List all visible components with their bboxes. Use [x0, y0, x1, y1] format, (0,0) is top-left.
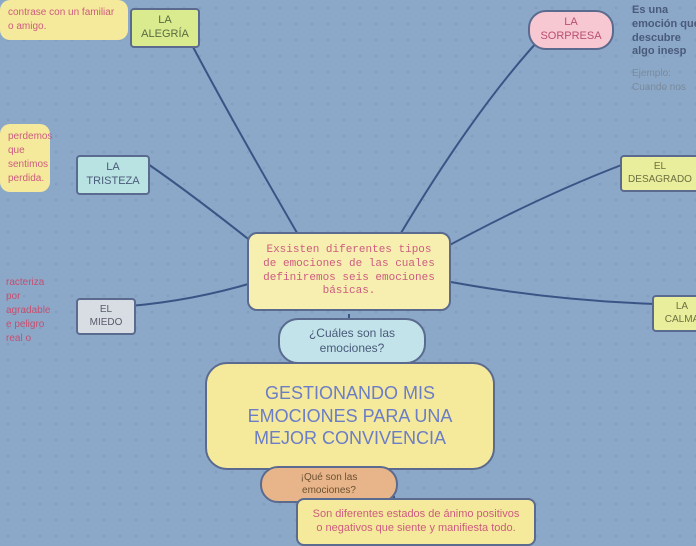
emotion-desagrado[interactable]: EL DESAGRADO [620, 155, 696, 192]
note-top-left: contrase con un familiar o amigo. [0, 0, 128, 40]
emotion-alegria[interactable]: LA ALEGRÍA [130, 8, 200, 48]
note-top-right-line2: Ejemplo: Cuando nos [626, 63, 696, 99]
bottom-definition-box: Son diferentes estados de ánimo positivo… [296, 498, 536, 546]
center-definition-box: Exsisten diferentes tipos de emociones d… [247, 232, 451, 311]
emotion-miedo[interactable]: EL MIEDO [76, 298, 136, 335]
note-top-right: Es una emoción que descubre algo inesp E… [626, 0, 696, 99]
note-mid-left: perdemos que sentimos perdida. [0, 124, 50, 192]
emotion-sorpresa[interactable]: LA SORPRESA [528, 10, 614, 50]
note-low-left: racteriza por agradable e peligro real o [0, 272, 48, 350]
emotion-calma[interactable]: LA CALMA [652, 295, 696, 332]
question-cuales[interactable]: ¿Cuáles son las emociones? [278, 318, 426, 364]
emotion-tristeza[interactable]: LA TRISTEZA [76, 155, 150, 195]
main-title-node[interactable]: GESTIONANDO MIS EMOCIONES PARA UNA MEJOR… [205, 362, 495, 470]
note-top-right-line1: Es una emoción que descubre algo inesp [626, 0, 696, 63]
